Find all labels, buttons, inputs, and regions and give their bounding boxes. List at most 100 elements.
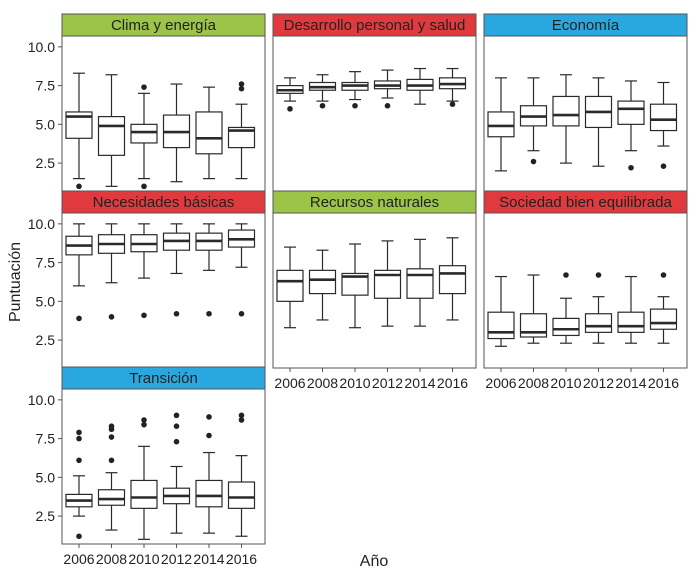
box-2016 [227,81,256,180]
box-body [341,272,369,296]
y-axis-title: Puntuación [7,242,24,322]
box-2010 [552,74,580,164]
outlier-point [173,412,180,419]
x-tick-label: 2012 [161,551,192,567]
box-2010 [341,243,369,329]
facet-panel: Sociedad bien equilibrada 2006 2008 2010 201… [483,190,688,391]
box-2012 [162,223,191,317]
box-body [227,126,256,149]
box-2012 [162,83,191,183]
facet-title: Clima y energía [111,17,217,34]
plot-area [483,212,688,369]
plot-area [272,35,477,192]
box-2006 [276,246,304,329]
box-2006 [65,223,93,322]
plot-area [61,388,266,545]
outlier-point [238,412,245,419]
box-2016 [438,67,467,107]
outlier-point [173,438,180,445]
outlier-point [384,102,391,109]
box-2014 [406,67,434,105]
y-tick-label: 5.0 [36,469,56,485]
x-axis-title: Año [360,553,389,570]
outlier-point [238,85,245,92]
facet-title: Recursos naturales [310,194,439,211]
box-2016 [649,272,678,344]
box-2012 [373,69,402,109]
outlier-point [108,434,115,440]
box-body [487,311,515,340]
box-2010 [130,223,158,319]
x-tick-label: 2014 [404,375,435,391]
outlier-point [108,423,115,430]
facet-title: Transición [129,370,198,387]
y-tick-label: 2.5 [36,508,56,524]
box-2010 [341,71,369,109]
box-2006 [65,429,93,540]
y-tick-label: 10.0 [28,39,55,55]
facet-panel: Desarrollo personal y salud [272,13,477,192]
panels-layer: Clima y energía 10.0 7.5 5.0 2.5 Desarrollo p… [28,13,688,567]
box-2010 [552,272,580,344]
x-tick-label: 2012 [372,375,403,391]
x-tick-label: 2014 [193,551,224,567]
y-tick-label: 7.5 [36,78,56,94]
y-tick-label: 5.0 [36,293,56,309]
box-2008 [519,77,548,165]
x-tick-label: 2010 [339,375,370,391]
x-tick-label: 2008 [518,375,549,391]
box-2008 [97,423,126,531]
outlier-point [449,101,456,107]
x-tick-label: 2010 [550,375,581,391]
facet-panel: Economía [483,13,688,192]
box-2016 [438,237,467,321]
outlier-point [141,421,147,428]
box-2014 [617,80,645,171]
box-2014 [195,223,223,317]
facet-title: Desarrollo personal y salud [284,17,466,34]
facet-title: Necesidades básicas [93,194,235,211]
box-2006 [65,72,93,190]
facet-title: Sociedad bien equilibrada [499,194,672,211]
box-2016 [649,81,678,169]
box-body [308,269,337,295]
y-tick-label: 7.5 [36,431,56,447]
box-body [649,308,678,330]
box-2014 [617,275,645,344]
x-tick-label: 2006 [485,375,516,391]
box-2006 [276,77,304,112]
x-tick-label: 2012 [583,375,614,391]
box-body [487,111,515,138]
box-2016 [227,223,256,317]
y-tick-label: 7.5 [36,255,56,271]
outlier-point [173,423,180,430]
box-body [195,479,223,508]
outlier-point [141,417,147,423]
outlier-point [530,158,537,165]
box-body [227,481,256,509]
y-tick-label: 10.0 [28,392,55,408]
outlier-point [141,84,147,90]
box-2010 [130,84,158,190]
box-body [276,269,304,302]
box-body [552,95,580,127]
outlier-point [628,164,634,171]
outlier-point [141,312,147,319]
box-2008 [519,274,548,344]
facet-title: Economía [552,17,620,34]
outlier-point [76,183,82,190]
y-tick-label: 10.0 [28,216,55,232]
outlier-point [238,417,245,423]
box-body [584,313,613,333]
x-tick-label: 2008 [96,551,127,567]
y-tick-label: 2.5 [36,155,56,171]
box-body [438,265,467,295]
facet-panel: Clima y energía 10.0 7.5 5.0 2.5 [28,13,266,192]
box-2014 [195,86,223,180]
outlier-point [76,435,82,442]
box-2006 [487,77,515,172]
y-tick-label: 2.5 [36,332,56,348]
outlier-point [206,432,212,439]
